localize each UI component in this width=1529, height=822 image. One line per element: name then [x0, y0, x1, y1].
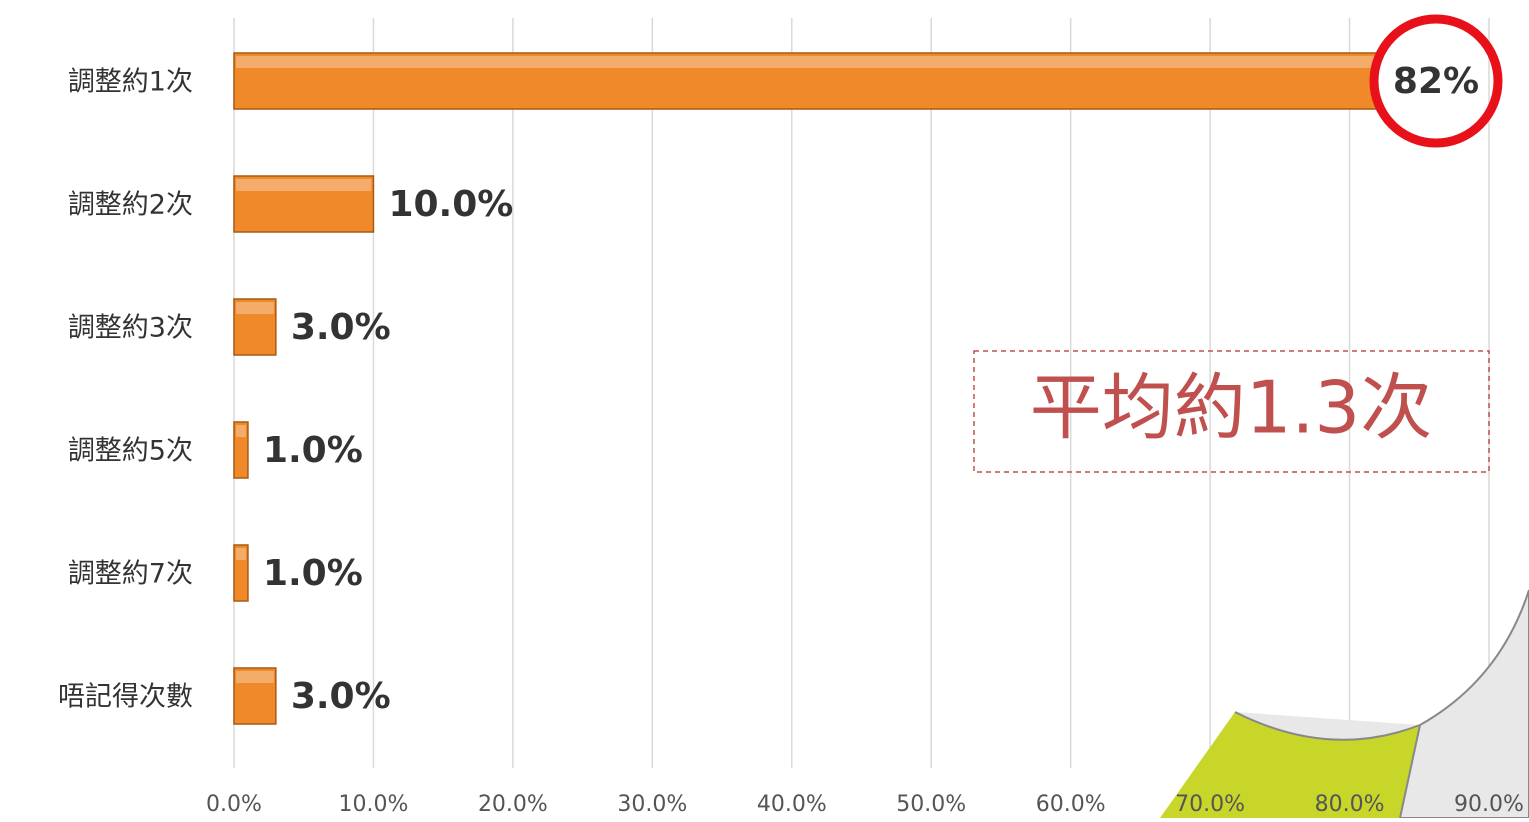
bar-highlight	[236, 671, 274, 683]
value-label: 3.0%	[291, 676, 391, 717]
x-tick-label: 70.0%	[1175, 792, 1245, 817]
y-tick-label: 調整約7次	[68, 559, 193, 590]
x-tick-label: 0.0%	[206, 792, 262, 817]
y-tick-label: 調整約3次	[68, 313, 193, 344]
x-tick-label: 80.0%	[1315, 792, 1385, 817]
bar-highlight	[236, 425, 246, 437]
y-tick-label: 調整約5次	[68, 436, 193, 467]
bar-highlight	[236, 56, 1375, 68]
value-label: 1.0%	[263, 553, 363, 594]
bar-highlight	[236, 302, 274, 314]
chart: 平均約1.3次 0.0% 10.0% 20.0% 30.0% 40.0% 50.0% 60.…	[0, 0, 1529, 818]
value-label: 10.0%	[388, 184, 513, 225]
value-label: 82%	[1393, 61, 1479, 102]
x-tick-label: 90.0%	[1454, 792, 1524, 817]
x-tick-label: 60.0%	[1036, 792, 1106, 817]
bar-highlight	[236, 179, 371, 191]
value-label: 1.0%	[263, 430, 363, 471]
x-tick-label: 40.0%	[757, 792, 827, 817]
annotation: 平均約1.3次	[1030, 366, 1433, 450]
y-tick-label: 調整約1次	[68, 67, 193, 98]
y-tick-label: 唔記得次數	[58, 682, 193, 713]
x-tick-label: 50.0%	[896, 792, 966, 817]
x-tick-label: 20.0%	[478, 792, 548, 817]
y-tick-label: 調整約2次	[68, 190, 193, 221]
bar-highlight	[236, 548, 246, 560]
x-tick-label: 30.0%	[617, 792, 687, 817]
x-tick-label: 10.0%	[338, 792, 408, 817]
value-label: 3.0%	[291, 307, 391, 348]
